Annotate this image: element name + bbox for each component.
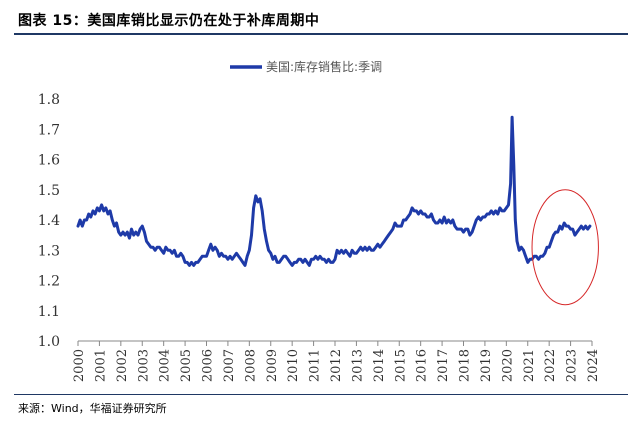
x-tick-label: 2022 [543,349,558,382]
x-tick-label: 2007 [222,349,237,382]
x-tick-label: 2008 [243,349,258,382]
y-tick-label: 1.5 [38,183,60,199]
x-tick-label: 2006 [201,349,216,382]
x-tick-label: 2021 [522,349,537,382]
y-tick-label: 1.7 [38,122,60,138]
x-tick-label: 2005 [179,349,194,382]
x-tick-label: 2023 [565,349,580,382]
x-tick-label: 2018 [458,349,473,382]
x-tick-label: 2017 [436,349,451,382]
x-tick-label: 2016 [415,349,430,382]
x-tick-label: 2009 [265,349,280,382]
x-tick-label: 2020 [500,349,515,382]
highlight-ellipse [531,189,599,306]
x-tick-label: 2001 [93,349,108,382]
series-layer [76,115,592,267]
x-tick-label: 2011 [308,349,323,382]
x-tick-label: 2019 [479,349,494,382]
x-tick-label: 2015 [393,349,408,382]
x-tick-label: 2012 [329,349,344,382]
y-tick-label: 1.6 [38,153,60,169]
x-tick-label: 2003 [136,349,151,382]
x-tick-label: 2004 [158,349,173,382]
y-tick-label: 1.4 [38,213,60,229]
source-note: 来源：Wind，华福证券研究所 [18,402,167,415]
legend-label: 美国:库存销售比:季调 [266,59,382,74]
bottom-rule [14,394,628,395]
y-ticks: 1.0 1.1 1.2 1.3 1.4 1.5 1.6 1.7 1.8 [38,92,60,350]
y-tick-label: 1.0 [38,334,60,350]
x-tick-label: 2014 [372,349,387,382]
figure-title: 图表 15：美国库销比显示仍在处于补库周期中 [18,13,320,29]
y-tick-label: 1.3 [38,243,60,259]
legend: 美国:库存销售比:季调 [230,59,382,74]
x-tick-label: 2000 [72,349,87,382]
x-tick-label: 2010 [286,349,301,382]
x-tick-label: 2013 [350,349,365,382]
title-rule [14,33,628,35]
annotation-layer [531,189,599,306]
y-tick-label: 1.1 [38,304,60,320]
x-ticks: 2000 2001 2002 2003 2004 2005 2006 2007 2008 2009… [72,341,601,382]
x-tick-label: 2024 [586,349,601,382]
y-tick-label: 1.8 [38,92,60,108]
y-tick-label: 1.2 [38,274,60,290]
x-tick-label: 2002 [115,349,130,382]
series-line-0 [76,115,592,267]
